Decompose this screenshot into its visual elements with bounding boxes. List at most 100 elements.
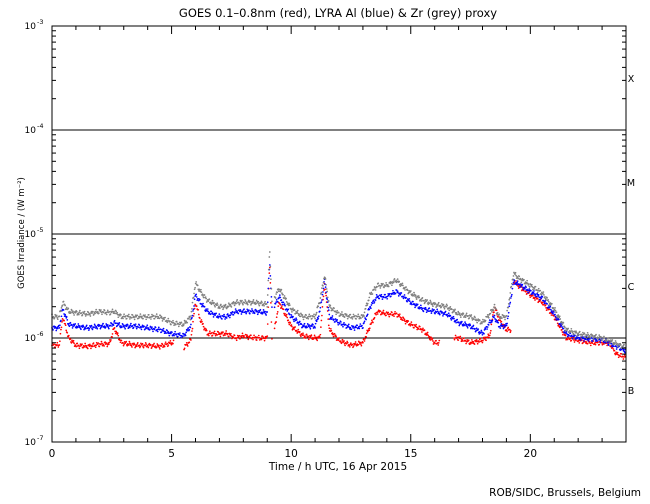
data-point (458, 324, 461, 327)
data-point (318, 302, 321, 305)
data-point (340, 340, 342, 342)
data-point (370, 322, 373, 324)
data-point (513, 279, 516, 282)
data-point (371, 293, 374, 295)
data-point (472, 340, 475, 343)
data-point (379, 287, 382, 289)
data-point (552, 307, 555, 309)
data-point (83, 312, 85, 314)
data-point (546, 303, 548, 305)
data-point (120, 325, 122, 327)
data-point (246, 334, 249, 337)
data-point (543, 294, 545, 296)
data-point (60, 326, 63, 329)
data-point (403, 287, 406, 290)
data-point (251, 308, 253, 310)
data-point (337, 311, 340, 314)
data-point (551, 302, 553, 305)
data-point (599, 341, 602, 344)
data-point (56, 317, 59, 319)
data-point (78, 311, 81, 314)
y-tick-exponent: -6 (37, 330, 43, 338)
data-point (320, 291, 323, 294)
data-point (482, 339, 484, 342)
data-point (314, 322, 317, 325)
data-point (561, 328, 563, 331)
data-point (267, 268, 270, 271)
data-point (312, 324, 314, 326)
data-point (293, 320, 295, 323)
data-point (161, 320, 164, 322)
data-point (291, 325, 293, 328)
data-point (432, 305, 434, 308)
data-point (587, 340, 590, 342)
data-point (395, 312, 398, 315)
data-point (192, 310, 194, 312)
data-point (190, 333, 193, 336)
data-point (172, 339, 175, 342)
data-point (251, 302, 254, 304)
data-point (232, 313, 235, 316)
data-point (269, 265, 272, 268)
data-point (305, 314, 307, 316)
data-point (131, 346, 133, 348)
data-point (193, 305, 195, 307)
data-point (315, 313, 317, 316)
data-point (185, 331, 188, 334)
data-point (426, 299, 429, 301)
data-point (157, 344, 160, 347)
data-point (187, 327, 190, 329)
data-point (60, 319, 62, 322)
data-point (607, 344, 610, 346)
data-point (533, 288, 536, 290)
data-point (534, 285, 537, 288)
data-point (583, 332, 586, 335)
data-point (290, 324, 293, 326)
x-tick-label: 0 (49, 448, 56, 460)
data-point (529, 289, 532, 292)
data-point (463, 337, 465, 339)
data-point (111, 333, 114, 335)
data-point (201, 293, 204, 296)
data-point (421, 331, 423, 333)
data-point (152, 345, 154, 348)
data-point (96, 310, 99, 313)
data-point (123, 313, 125, 316)
y-tick-label: 10 (25, 22, 37, 32)
data-point (293, 328, 295, 330)
data-point (200, 303, 203, 305)
data-point (167, 344, 170, 346)
data-point (392, 289, 394, 292)
data-point (255, 339, 258, 341)
data-point (481, 341, 484, 344)
data-point (352, 313, 355, 316)
data-point (268, 264, 271, 266)
data-point (614, 342, 616, 345)
data-point (465, 342, 467, 345)
data-point (193, 292, 195, 295)
flare-threshold-lines (52, 129, 626, 339)
data-point (486, 313, 489, 316)
data-point (94, 346, 97, 349)
data-point (103, 345, 105, 347)
data-point (147, 313, 150, 316)
data-point (270, 302, 272, 304)
data-point (603, 343, 605, 345)
data-point (499, 319, 502, 322)
data-point (605, 339, 607, 341)
data-point (76, 325, 79, 328)
data-point (97, 342, 100, 344)
data-point (388, 292, 391, 295)
data-point (487, 333, 490, 336)
data-point (421, 296, 424, 299)
data-point (226, 313, 229, 315)
data-point (319, 297, 322, 299)
data-point (282, 301, 285, 304)
data-point (233, 334, 236, 337)
y-axis-label: GOES Irradiance / (W m⁻²) (17, 177, 27, 289)
data-point (138, 344, 141, 347)
data-point (90, 326, 92, 328)
data-point (298, 313, 301, 316)
data-point (537, 294, 540, 296)
data-point (191, 301, 194, 304)
